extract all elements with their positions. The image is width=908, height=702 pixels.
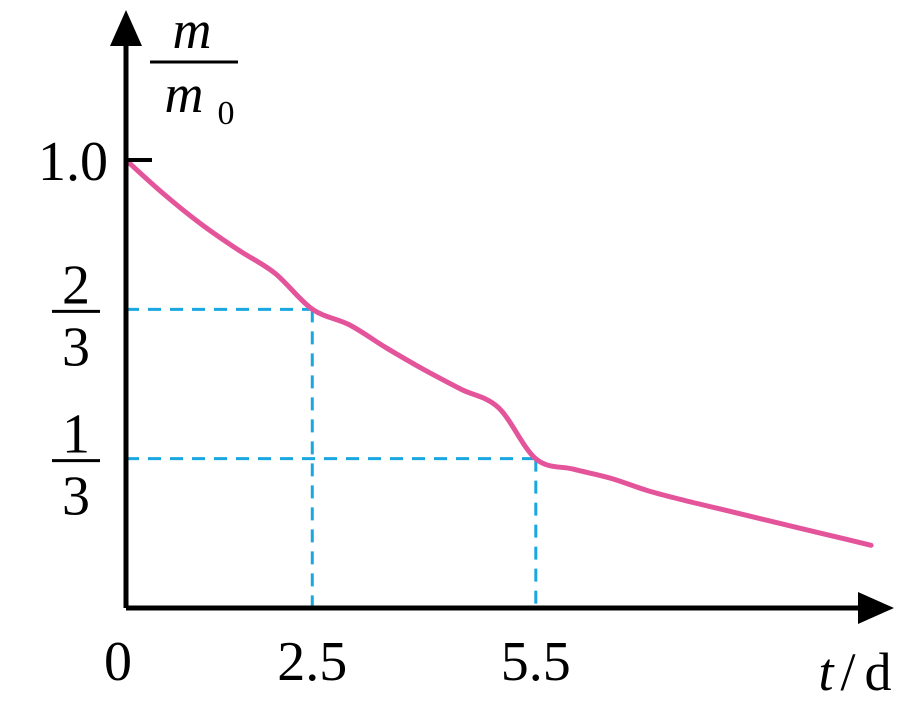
guide-lines — [126, 307, 538, 608]
y-axis-label-denominator: m — [165, 64, 204, 124]
x-axis-arrow — [858, 592, 894, 624]
y-tick-numerator-2: 1 — [62, 404, 90, 466]
y-tick-denominator-2: 3 — [62, 466, 90, 528]
decay-curve-series-0 — [123, 157, 874, 548]
origin-label: 0 — [104, 631, 132, 693]
decay-curve-layer — [123, 157, 874, 548]
y-axis-arrow — [110, 10, 142, 46]
y-tick-label-0: 1.0 — [38, 131, 108, 193]
x-axis-label-unit: d — [865, 642, 892, 702]
y-tick-numerator-1: 2 — [62, 254, 90, 316]
x-axis-label-variable: t — [818, 642, 835, 702]
x-tick-label-0: 2.5 — [277, 631, 347, 693]
axes — [110, 10, 894, 624]
y-tick-denominator-1: 3 — [62, 316, 90, 378]
x-tick-label-1: 5.5 — [501, 631, 571, 693]
y-axis-label-subscript: 0 — [218, 95, 235, 132]
x-axis-label-separator: / — [840, 642, 855, 702]
y-axis-label-numerator: m — [173, 0, 212, 60]
